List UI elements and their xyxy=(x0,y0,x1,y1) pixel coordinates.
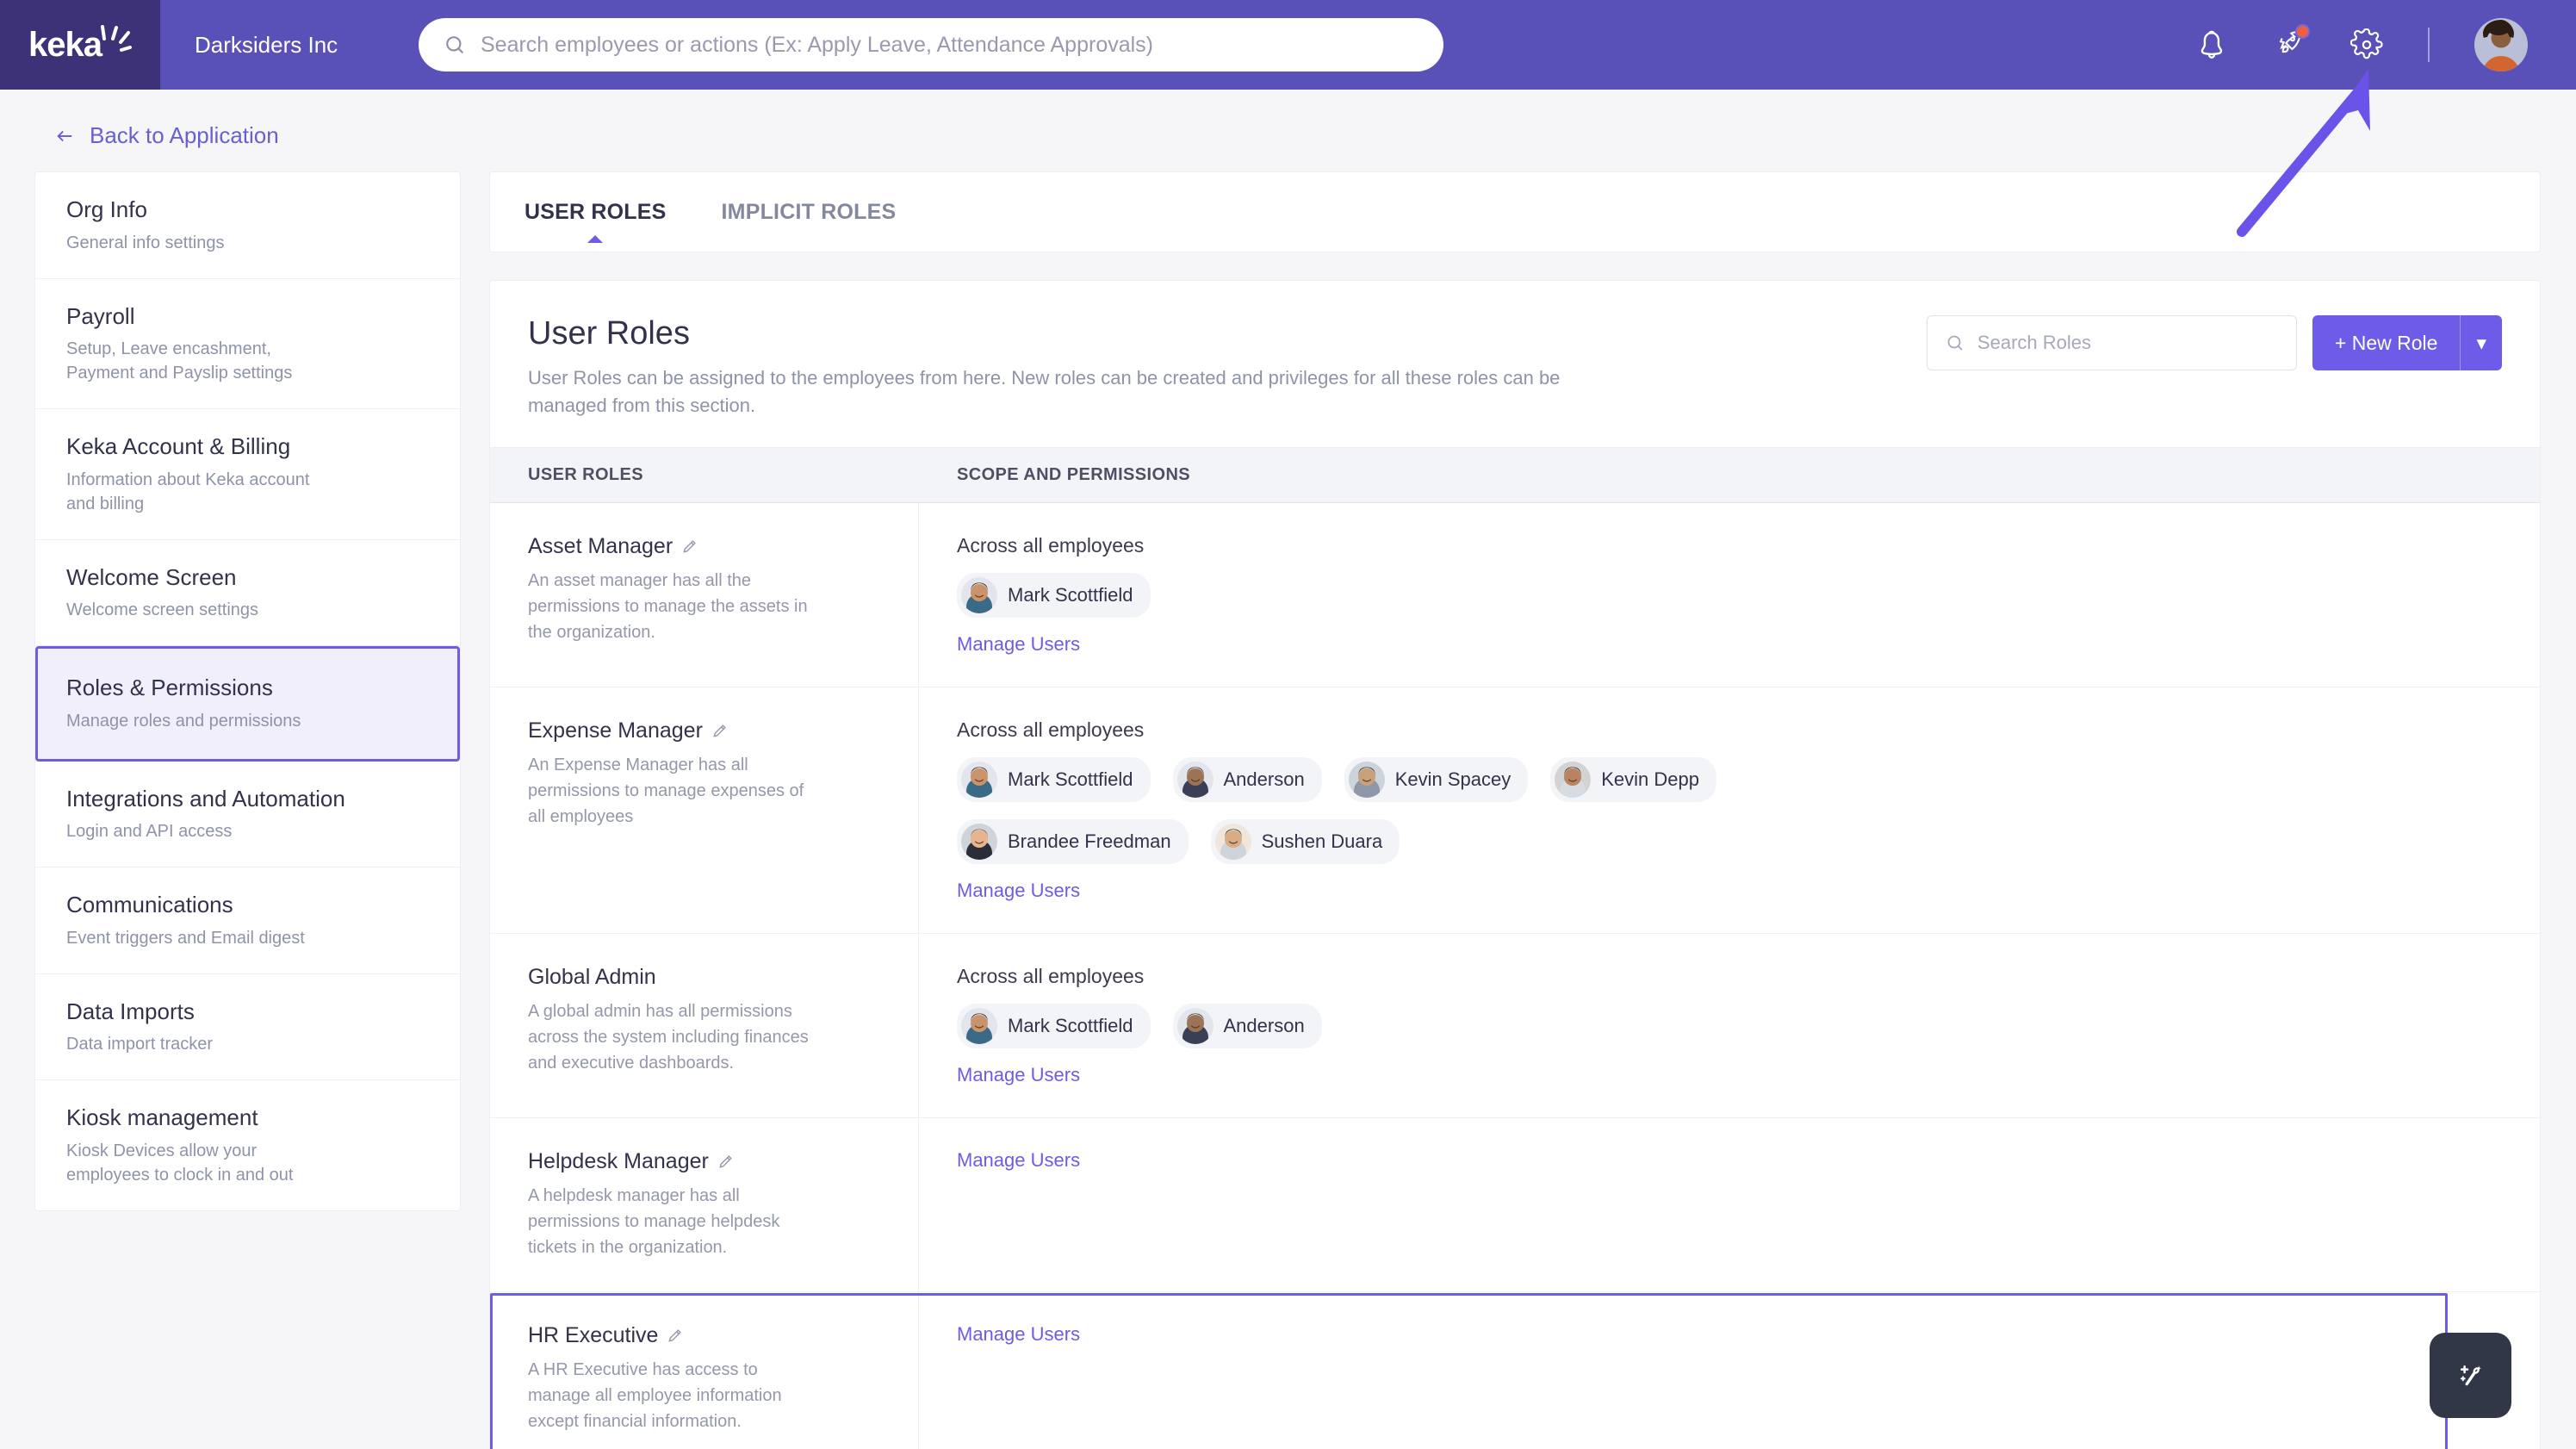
svg-text:keka: keka xyxy=(28,26,103,64)
